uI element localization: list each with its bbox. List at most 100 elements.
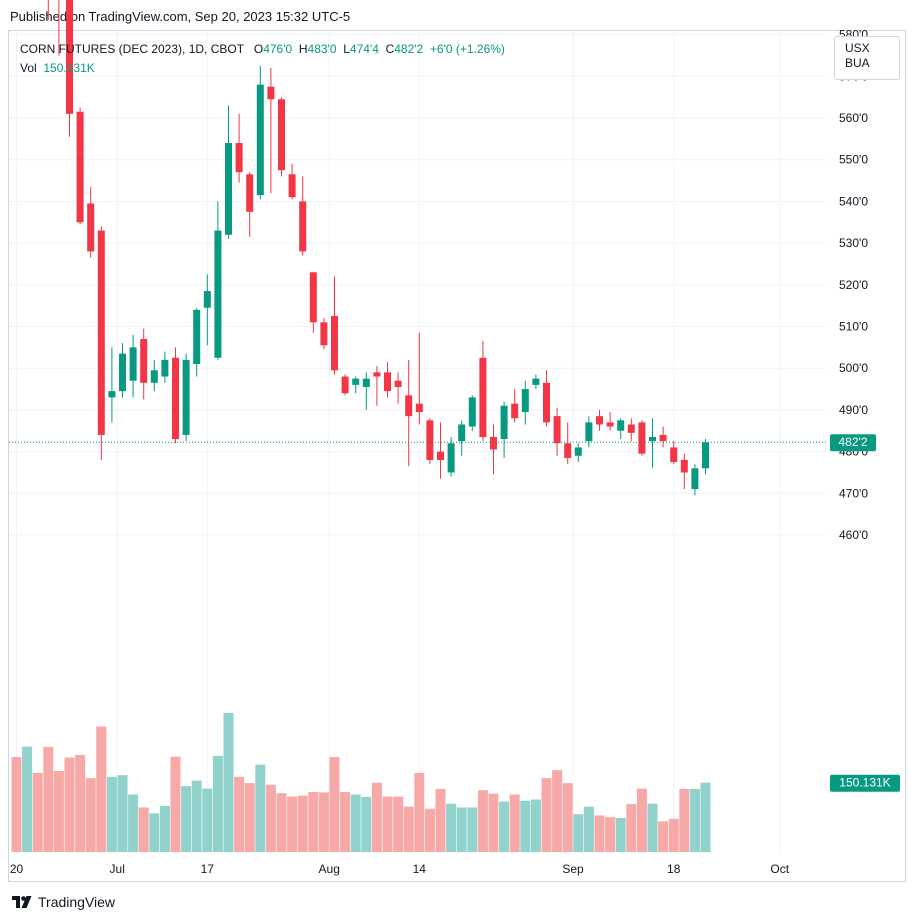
high-value: 483'0: [307, 42, 337, 56]
price-tick-label: 560'0: [839, 111, 868, 125]
vol-value: 150.131K: [43, 61, 95, 75]
volume-bar: [106, 776, 117, 852]
candle-body: [182, 359, 190, 435]
currency-line-1: USX: [845, 41, 870, 55]
volume-bar: [605, 817, 616, 852]
candle-body: [585, 422, 593, 442]
candle-body: [468, 397, 476, 427]
volume-bar: [668, 818, 679, 852]
time-tick-label: 17: [201, 862, 215, 876]
volume-bar: [297, 795, 308, 852]
volume-bar: [382, 796, 393, 852]
volume-bar: [234, 776, 245, 852]
price-tick-label: 530'0: [839, 236, 868, 250]
volume-bar: [403, 806, 414, 852]
volume-bar: [22, 746, 33, 852]
candle-body: [97, 230, 105, 435]
open-value: 476'0: [263, 42, 293, 56]
currency-line-2: BUA: [845, 56, 870, 70]
candle-body: [119, 353, 126, 392]
candle-body: [511, 403, 519, 419]
price-tick-label: 520'0: [839, 278, 868, 292]
candle-body: [702, 442, 709, 469]
volume-bar: [530, 799, 541, 852]
price-tick-label: 540'0: [839, 194, 868, 208]
price-tick-label: 550'0: [839, 153, 868, 167]
volume-bar: [636, 788, 647, 852]
volume-bar: [456, 807, 467, 852]
volume-bar: [552, 770, 563, 852]
volume-bar: [75, 754, 86, 852]
last-price-tag: [830, 434, 876, 452]
published-caption: Published on TradingView.com, Sep 20, 20…: [10, 9, 351, 24]
candle-body: [627, 424, 635, 433]
volume-bar: [689, 789, 700, 852]
volume-bar: [181, 786, 192, 852]
symbol-title: CORN FUTURES (DEC 2023), 1D, CBOT: [20, 42, 244, 56]
price-tick-label: 460'0: [839, 528, 868, 542]
candle-body: [680, 459, 688, 473]
price-tick-label: 500'0: [839, 361, 868, 375]
volume-bar: [509, 794, 520, 852]
candle-body: [203, 291, 211, 308]
candle-body: [278, 99, 285, 171]
time-tick-label: Aug: [319, 862, 340, 876]
ohlc-row: CORN FUTURES (DEC 2023), 1D, CBOT O476'0…: [20, 40, 505, 59]
volume-bar: [308, 791, 319, 852]
close-label: C: [385, 42, 395, 56]
candle-body: [246, 174, 254, 212]
candle-body: [649, 437, 656, 442]
candle-body: [617, 420, 625, 431]
volume-bar: [212, 755, 223, 852]
volume-bar: [265, 784, 276, 852]
tradingview-logo[interactable]: TradingView: [12, 894, 115, 910]
volume-bar: [318, 792, 329, 852]
high-label: H: [298, 42, 308, 56]
candle-body: [521, 389, 529, 412]
volume-bar: [679, 789, 690, 852]
price-tick-label: 470'0: [839, 486, 868, 500]
candle-body: [405, 395, 413, 417]
open-label: O: [253, 42, 264, 56]
candle-body: [76, 111, 84, 223]
volume-tag: [830, 774, 900, 792]
volume-bar: [467, 807, 478, 852]
volume-bar: [117, 775, 128, 852]
time-tick-label: Sep: [562, 862, 584, 876]
candle-body: [87, 203, 95, 252]
candle-body: [140, 339, 148, 383]
volume-bar: [202, 788, 213, 852]
volume-bar: [329, 757, 340, 852]
volume-bar: [276, 793, 287, 852]
volume-row: Vol 150.131K: [20, 59, 505, 78]
price-axis: 460'0470'0480'0490'0500'0510'0520'0530'0…: [839, 28, 868, 542]
grid: [9, 31, 826, 853]
volume-bar: [541, 778, 552, 852]
candle-body: [500, 405, 508, 440]
candle-body: [394, 380, 402, 387]
candle-body: [320, 322, 328, 346]
volume-bar: [11, 757, 22, 852]
candle-body: [288, 174, 296, 198]
vol-label: Vol: [20, 61, 37, 75]
volume-bar: [573, 814, 584, 852]
candle-body: [532, 378, 540, 385]
time-tick-label: Oct: [770, 862, 789, 876]
close-value: 482'2: [394, 42, 424, 56]
volume-bar: [43, 747, 54, 852]
candle-body: [299, 201, 307, 252]
volume-bar: [424, 808, 435, 852]
candle-body: [638, 422, 646, 454]
candle-body: [458, 424, 466, 442]
volume-bar: [583, 806, 594, 852]
candle-body: [447, 443, 455, 473]
time-tick-label: 20: [10, 862, 24, 876]
volume-bar: [223, 712, 234, 852]
volume-bar: [414, 773, 425, 852]
currency-unit-button[interactable]: USX BUA: [834, 36, 900, 80]
axis-tags: 482'2 150.131K: [830, 434, 900, 792]
candle-body: [331, 316, 338, 371]
volume-bar: [149, 813, 160, 852]
candle-body: [129, 347, 137, 381]
